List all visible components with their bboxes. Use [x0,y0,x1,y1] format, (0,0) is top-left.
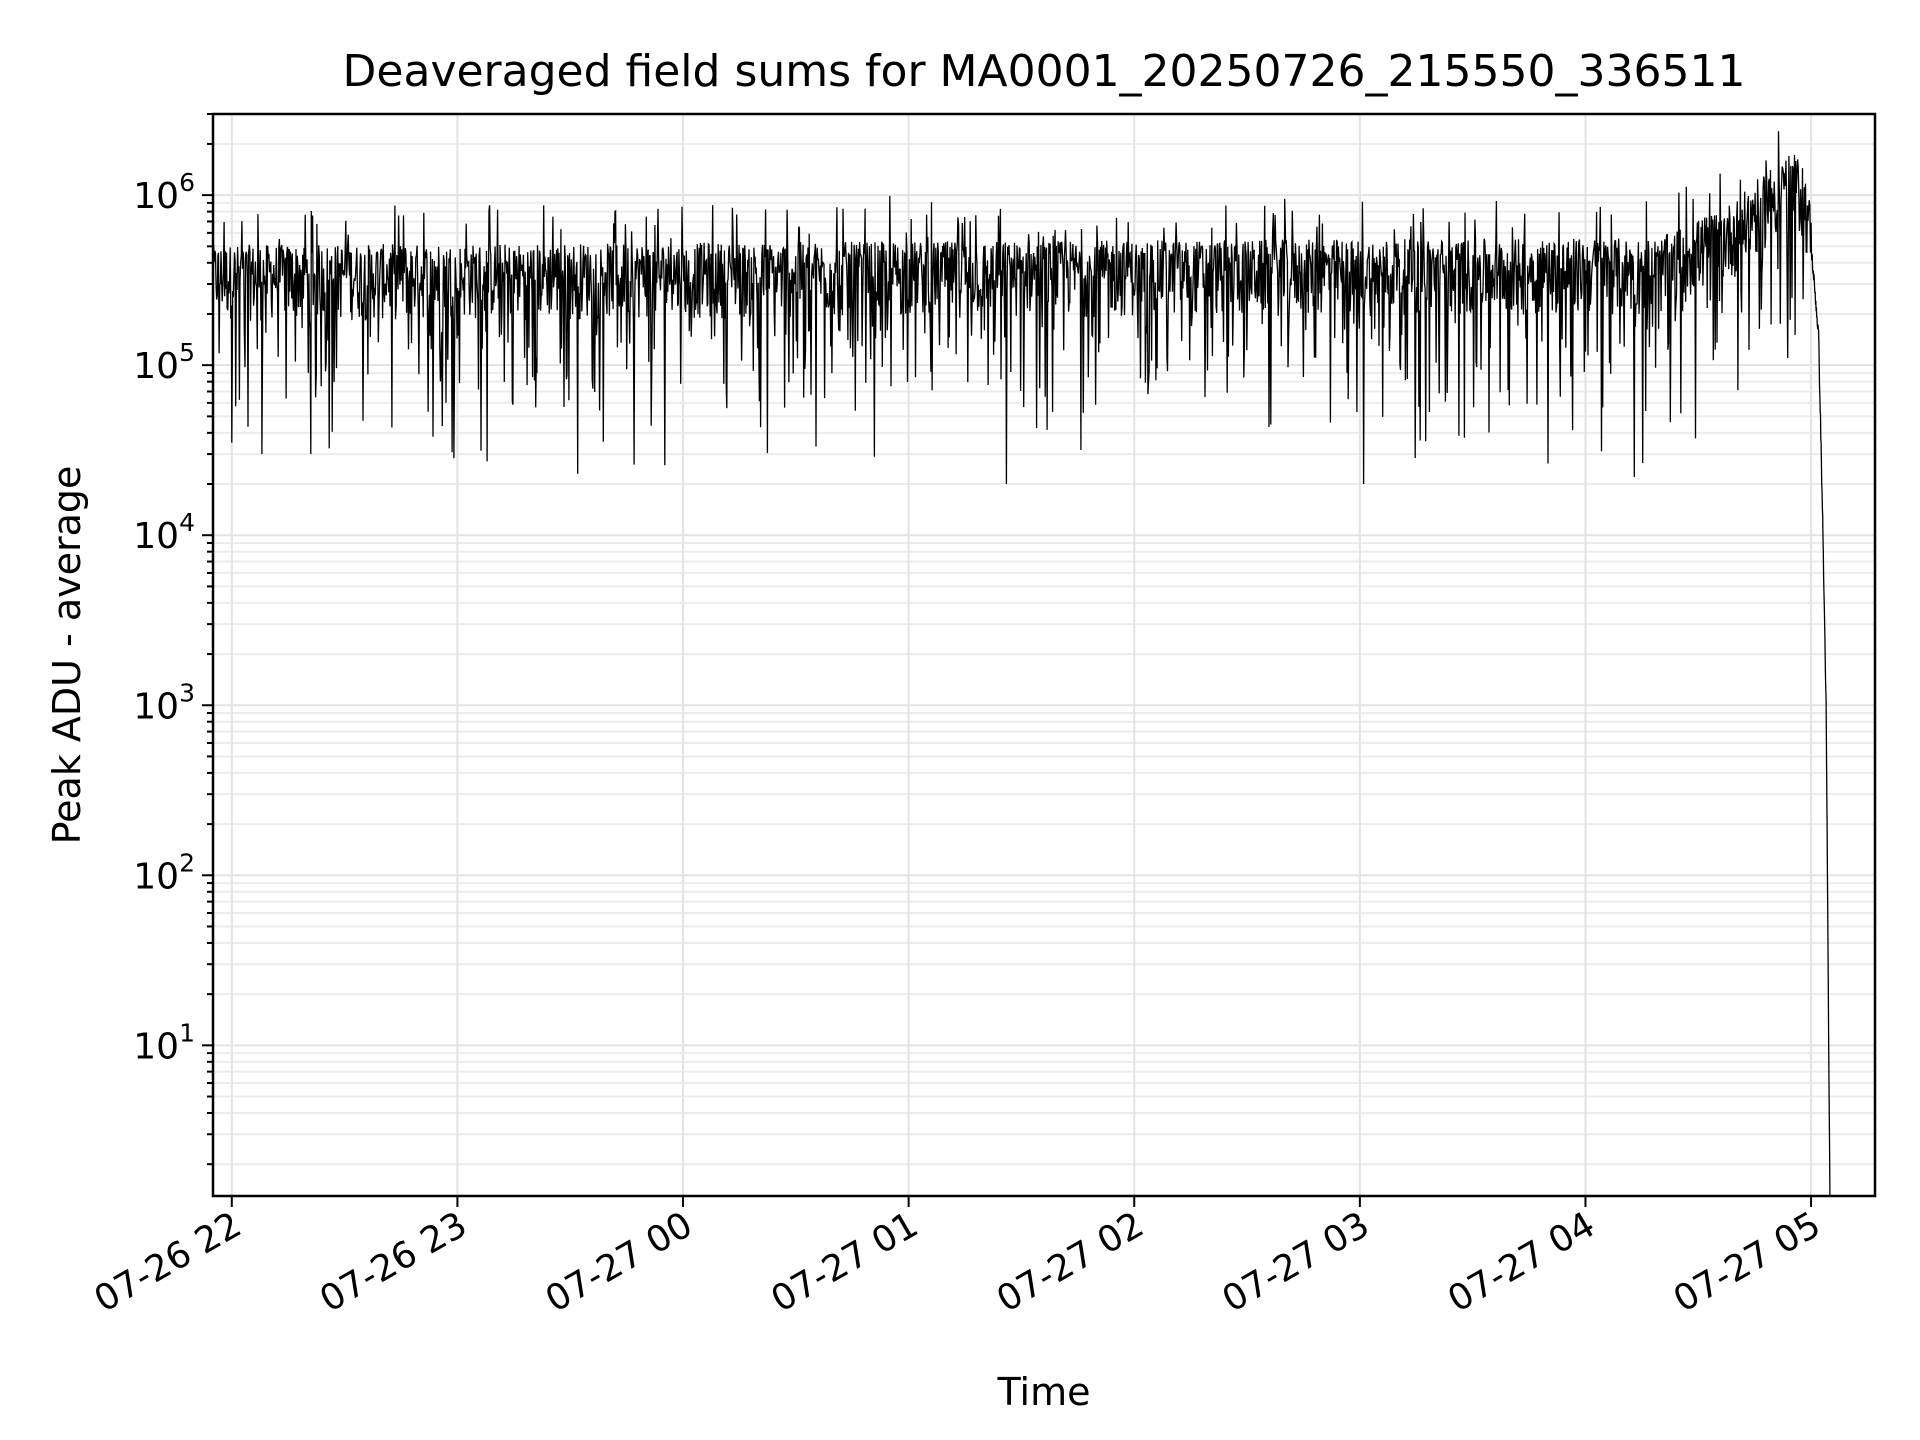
y-tick-label: 105 [133,338,195,387]
y-tick-label: 104 [133,508,195,557]
y-axis-label: Peak ADU - average [45,466,89,845]
y-axis: 101 102 103 104 105 106 [133,113,213,1166]
chart-title: Deaveraged field sums for MA0001_2025072… [343,46,1746,97]
y-tick-label: 101 [133,1018,195,1067]
y-tick-label: 102 [133,848,195,897]
x-axis-label: Time [997,1370,1091,1414]
series-group [212,131,1831,1196]
y-tick-label: 106 [133,168,195,217]
series-line [212,131,1831,1196]
y-tick-label: 103 [133,678,195,727]
